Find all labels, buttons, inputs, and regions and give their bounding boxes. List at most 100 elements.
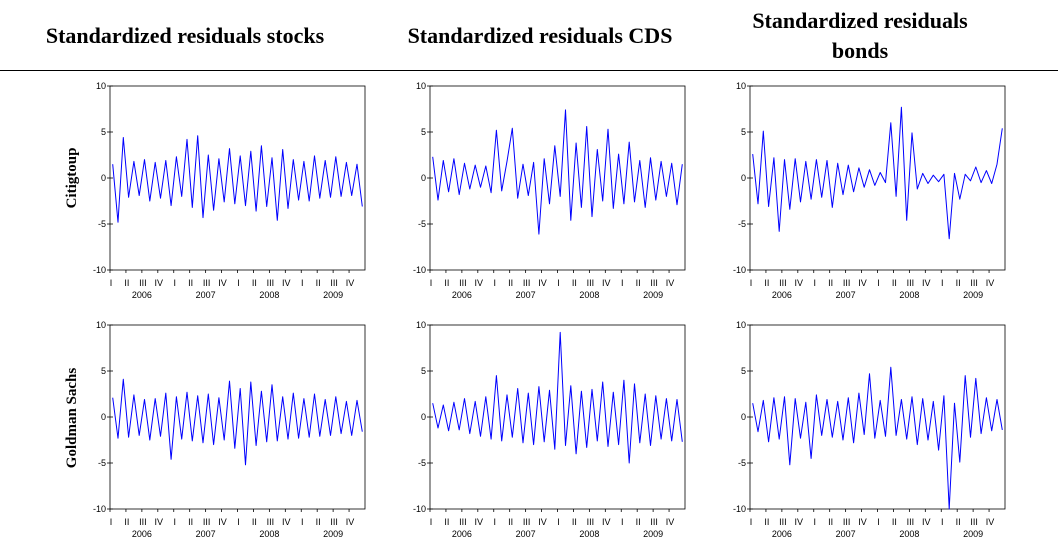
x-tick-label: III bbox=[267, 517, 275, 527]
x-tick-label: I bbox=[813, 517, 816, 527]
header-rule bbox=[0, 70, 1058, 71]
x-tick-label: IV bbox=[155, 278, 164, 288]
y-tick-label: 0 bbox=[101, 173, 106, 183]
column-title: Standardized residuals CDS bbox=[407, 23, 673, 48]
x-tick-label: III bbox=[330, 517, 338, 527]
y-tick-label: -5 bbox=[418, 458, 426, 468]
x-tick-label: I bbox=[557, 278, 560, 288]
y-tick-label: 10 bbox=[736, 81, 746, 91]
x-tick-label: III bbox=[330, 278, 338, 288]
x-tick-label: IV bbox=[282, 517, 291, 527]
y-tick-label: -10 bbox=[413, 265, 426, 275]
x-tick-label: III bbox=[587, 517, 595, 527]
y-tick-label: 10 bbox=[416, 81, 426, 91]
x-tick-label: III bbox=[139, 517, 147, 527]
x-tick-label: III bbox=[203, 517, 211, 527]
x-tick-label: II bbox=[828, 517, 833, 527]
year-label: 2006 bbox=[132, 290, 152, 300]
x-tick-label: II bbox=[252, 517, 257, 527]
year-label: 2007 bbox=[836, 529, 856, 539]
x-tick-label: II bbox=[508, 278, 513, 288]
x-tick-label: I bbox=[110, 278, 113, 288]
x-tick-label: II bbox=[636, 278, 641, 288]
x-tick-label: IV bbox=[858, 278, 867, 288]
x-tick-label: II bbox=[188, 517, 193, 527]
y-tick-label: 0 bbox=[421, 412, 426, 422]
x-tick-label: II bbox=[764, 517, 769, 527]
y-tick-label: 0 bbox=[741, 412, 746, 422]
x-tick-label: IV bbox=[602, 517, 611, 527]
x-tick-label: II bbox=[252, 278, 257, 288]
y-tick-label: 10 bbox=[96, 320, 106, 330]
x-tick-label: I bbox=[173, 278, 176, 288]
x-tick-label: I bbox=[621, 517, 624, 527]
x-tick-label: I bbox=[430, 517, 433, 527]
y-tick-label: -5 bbox=[738, 458, 746, 468]
x-tick-label: I bbox=[430, 278, 433, 288]
x-tick-label: II bbox=[764, 278, 769, 288]
x-tick-label: III bbox=[779, 278, 787, 288]
year-label: 2006 bbox=[452, 290, 472, 300]
x-tick-label: II bbox=[636, 517, 641, 527]
y-tick-label: -5 bbox=[98, 219, 106, 229]
x-tick-label: III bbox=[459, 517, 467, 527]
x-tick-label: II bbox=[188, 278, 193, 288]
x-tick-label: III bbox=[843, 517, 851, 527]
x-tick-label: I bbox=[941, 517, 944, 527]
x-tick-label: III bbox=[523, 278, 531, 288]
x-tick-label: I bbox=[110, 517, 113, 527]
x-tick-label: II bbox=[956, 517, 961, 527]
series-line bbox=[112, 378, 363, 466]
x-tick-label: I bbox=[301, 278, 304, 288]
x-tick-label: III bbox=[650, 517, 658, 527]
y-tick-label: 5 bbox=[101, 366, 106, 376]
year-label: 2007 bbox=[196, 290, 216, 300]
x-tick-label: II bbox=[892, 278, 897, 288]
year-label: 2006 bbox=[772, 290, 792, 300]
year-label: 2009 bbox=[963, 529, 983, 539]
x-tick-label: III bbox=[587, 278, 595, 288]
y-tick-label: 5 bbox=[421, 127, 426, 137]
series-line bbox=[752, 106, 1003, 240]
x-tick-label: IV bbox=[986, 517, 995, 527]
year-label: 2006 bbox=[452, 529, 472, 539]
x-tick-label: IV bbox=[538, 278, 547, 288]
x-tick-label: III bbox=[203, 278, 211, 288]
x-tick-label: III bbox=[267, 278, 275, 288]
year-label: 2006 bbox=[772, 529, 792, 539]
x-tick-label: IV bbox=[922, 278, 931, 288]
y-tick-label: 5 bbox=[421, 366, 426, 376]
x-tick-label: III bbox=[907, 517, 915, 527]
x-tick-label: IV bbox=[475, 278, 484, 288]
x-tick-label: I bbox=[877, 517, 880, 527]
y-tick-label: 5 bbox=[101, 127, 106, 137]
x-tick-label: II bbox=[572, 278, 577, 288]
x-tick-label: III bbox=[523, 517, 531, 527]
x-tick-label: I bbox=[813, 278, 816, 288]
y-tick-label: -10 bbox=[733, 265, 746, 275]
row-label: Goldman Sachs bbox=[64, 368, 80, 469]
x-tick-label: IV bbox=[666, 278, 675, 288]
x-tick-label: IV bbox=[922, 517, 931, 527]
x-tick-label: IV bbox=[218, 278, 227, 288]
year-label: 2008 bbox=[899, 290, 919, 300]
row-label: Citigtoup bbox=[64, 148, 80, 209]
x-tick-label: IV bbox=[155, 517, 164, 527]
x-tick-label: IV bbox=[218, 517, 227, 527]
x-tick-label: II bbox=[892, 517, 897, 527]
x-tick-label: IV bbox=[282, 278, 291, 288]
x-tick-label: II bbox=[316, 517, 321, 527]
year-label: 2008 bbox=[899, 529, 919, 539]
y-tick-label: -10 bbox=[413, 504, 426, 514]
y-tick-label: 10 bbox=[96, 81, 106, 91]
year-label: 2009 bbox=[643, 290, 663, 300]
x-tick-label: IV bbox=[475, 517, 484, 527]
x-tick-label: I bbox=[493, 517, 496, 527]
year-label: 2008 bbox=[579, 529, 599, 539]
x-tick-label: II bbox=[124, 517, 129, 527]
y-tick-label: 0 bbox=[421, 173, 426, 183]
x-tick-label: III bbox=[650, 278, 658, 288]
x-tick-label: I bbox=[493, 278, 496, 288]
x-tick-label: IV bbox=[795, 517, 804, 527]
x-tick-label: III bbox=[843, 278, 851, 288]
